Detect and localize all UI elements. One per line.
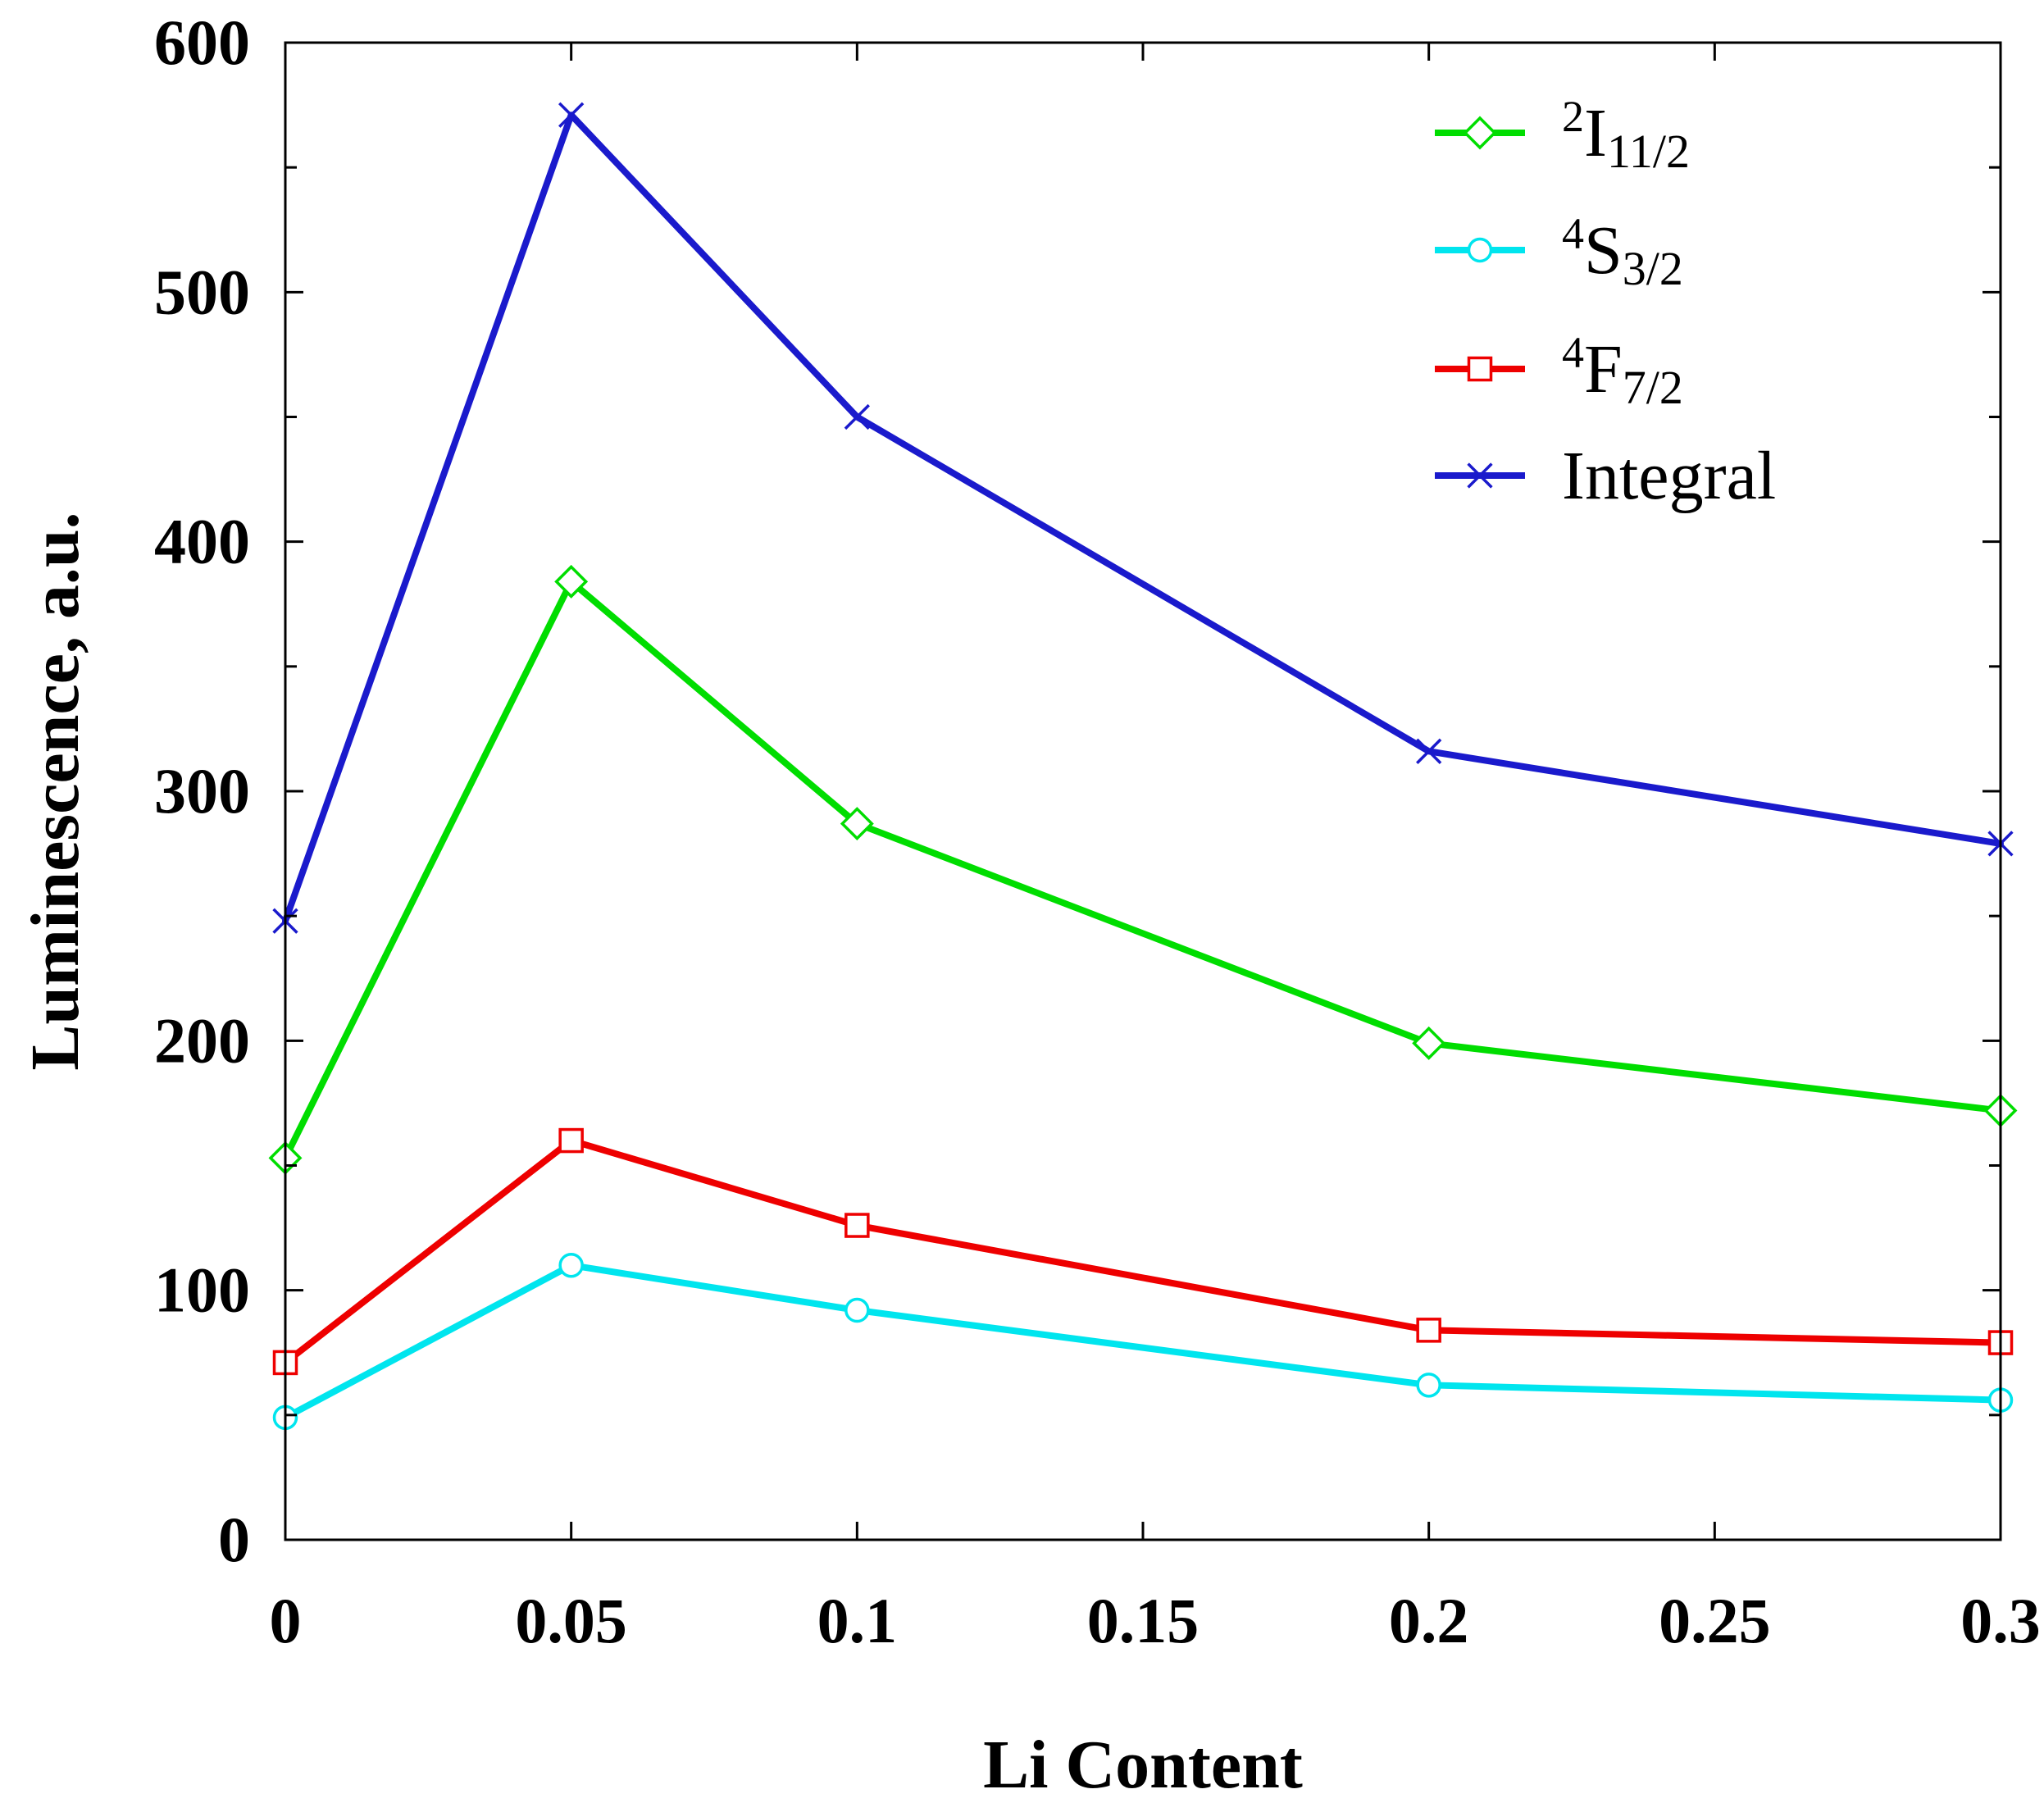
legend-label-sup: 2	[1562, 92, 1584, 141]
series-line	[282, 578, 2004, 1162]
diamond-marker	[1463, 116, 1497, 150]
x-tick-label: 0.05	[515, 1585, 627, 1656]
series-circle	[272, 1252, 2014, 1431]
diamond-marker	[554, 564, 589, 599]
circle-marker	[1467, 237, 1493, 263]
x-marker-stroke	[1467, 462, 1493, 489]
legend-item: Integral	[1435, 438, 1776, 514]
legend-label-base: F	[1584, 331, 1623, 407]
data-point	[1412, 1026, 1446, 1060]
x-tick-label: 0	[270, 1585, 302, 1656]
x-tick-label: 0.25	[1659, 1585, 1771, 1656]
series-line	[282, 112, 2004, 925]
x-marker	[558, 102, 585, 128]
square-marker	[1416, 1318, 1441, 1343]
square-marker	[844, 1213, 870, 1238]
plot-frame	[284, 41, 2002, 1541]
legend-label: 4S3/2	[1562, 209, 1683, 295]
data-point	[1416, 1318, 1441, 1343]
data-point	[558, 1252, 584, 1278]
y-tick-label: 300	[154, 755, 250, 826]
legend-label: Integral	[1562, 438, 1776, 514]
x-marker-stroke	[558, 102, 585, 128]
x-marker	[1467, 462, 1493, 489]
data-point	[844, 403, 870, 430]
series-square	[272, 1127, 2014, 1376]
diamond-marker	[1412, 1026, 1446, 1060]
x-tick-label: 0.3	[1960, 1585, 2041, 1656]
circle-marker	[844, 1297, 870, 1323]
y-tick-label: 0	[218, 1504, 250, 1575]
y-tick-label: 200	[154, 1004, 250, 1076]
legend-label-base: S	[1584, 212, 1623, 289]
legend-label-sub: 7/2	[1623, 361, 1683, 414]
x-marker-stroke	[1416, 738, 1442, 764]
legend-label-sup: 4	[1562, 209, 1584, 258]
circle-marker	[1416, 1373, 1441, 1398]
y-axis-title: Luminescence, a.u.	[17, 512, 93, 1070]
y-tick-label: 400	[154, 506, 250, 577]
x-marker	[1416, 738, 1442, 764]
square-marker	[558, 1127, 584, 1154]
data-point	[844, 1213, 870, 1238]
x-marker	[844, 403, 870, 430]
legend-item: 2I11/2	[1435, 92, 1690, 178]
data-point	[554, 564, 589, 599]
data-point	[558, 1127, 584, 1154]
series-line	[282, 1137, 2004, 1366]
ticks-layer: 0 0.05 0.1 0.15 0.2 0.25 0.3 0 100 200 300 400 500 60…	[154, 7, 2041, 1656]
x-tick-label: 0.1	[817, 1585, 898, 1656]
legend-item: 4S3/2	[1435, 209, 1683, 295]
diamond-marker	[840, 807, 874, 841]
legend-item: 4F7/2	[1435, 328, 1683, 414]
legend-label-sub: 3/2	[1623, 242, 1683, 295]
x-marker-stroke	[844, 403, 870, 430]
data-point	[1416, 1373, 1441, 1398]
legend-label-base: I	[1584, 95, 1607, 171]
x-axis-title: Li Content	[983, 1727, 1303, 1803]
series-line	[282, 1262, 2004, 1421]
series-diamond	[268, 564, 2018, 1175]
legend-label: 4F7/2	[1562, 328, 1683, 414]
y-tick-label: 100	[154, 1254, 250, 1326]
data-point	[1416, 738, 1442, 764]
x-tick-label: 0.15	[1087, 1585, 1200, 1656]
y-tick-label: 600	[154, 7, 250, 78]
legend-label-sub: 11/2	[1607, 125, 1690, 178]
x-tick-label: 0.2	[1389, 1585, 1469, 1656]
data-point	[844, 1297, 870, 1323]
data-point	[558, 102, 585, 128]
y-tick-label: 500	[154, 256, 250, 327]
square-marker	[1467, 356, 1493, 382]
series-layer	[268, 102, 2018, 1431]
series-x	[272, 102, 2014, 934]
circle-marker	[558, 1252, 584, 1278]
legend-label: 2I11/2	[1562, 92, 1690, 178]
data-point	[840, 807, 874, 841]
legend-label-sup: 4	[1562, 328, 1584, 377]
